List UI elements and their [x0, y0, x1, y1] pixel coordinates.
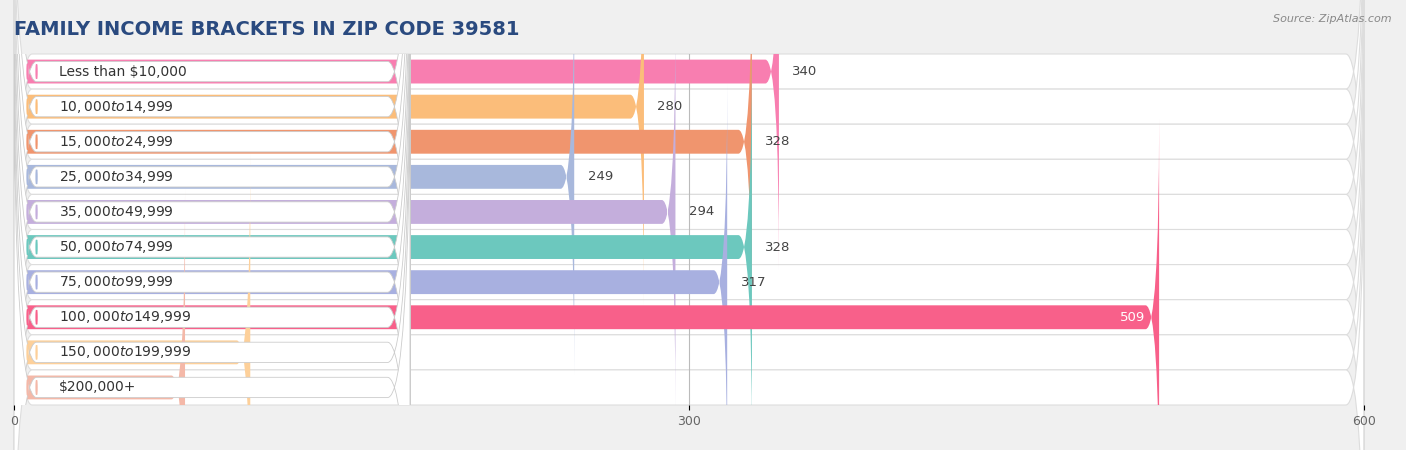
FancyBboxPatch shape — [14, 124, 1364, 450]
Text: 105: 105 — [264, 346, 290, 359]
Text: $100,000 to $149,999: $100,000 to $149,999 — [59, 309, 191, 325]
Text: Less than $10,000: Less than $10,000 — [59, 64, 187, 79]
FancyBboxPatch shape — [14, 0, 411, 450]
Text: $150,000 to $199,999: $150,000 to $199,999 — [59, 344, 191, 360]
FancyBboxPatch shape — [14, 0, 411, 412]
FancyBboxPatch shape — [14, 19, 1364, 450]
Text: $25,000 to $34,999: $25,000 to $34,999 — [59, 169, 174, 185]
Text: FAMILY INCOME BRACKETS IN ZIP CODE 39581: FAMILY INCOME BRACKETS IN ZIP CODE 39581 — [14, 19, 520, 39]
FancyBboxPatch shape — [14, 0, 574, 375]
Text: $10,000 to $14,999: $10,000 to $14,999 — [59, 99, 174, 115]
FancyBboxPatch shape — [14, 0, 411, 450]
FancyBboxPatch shape — [14, 0, 1364, 450]
FancyBboxPatch shape — [14, 0, 1364, 405]
FancyBboxPatch shape — [14, 0, 1364, 440]
FancyBboxPatch shape — [14, 0, 411, 450]
Text: 340: 340 — [793, 65, 818, 78]
Text: $35,000 to $49,999: $35,000 to $49,999 — [59, 204, 174, 220]
Text: 280: 280 — [658, 100, 683, 113]
Text: 294: 294 — [689, 206, 714, 218]
Text: $15,000 to $24,999: $15,000 to $24,999 — [59, 134, 174, 150]
FancyBboxPatch shape — [14, 14, 675, 410]
FancyBboxPatch shape — [14, 12, 411, 450]
FancyBboxPatch shape — [14, 49, 752, 446]
FancyBboxPatch shape — [14, 84, 727, 450]
FancyBboxPatch shape — [14, 0, 1364, 370]
FancyBboxPatch shape — [14, 0, 1364, 335]
FancyBboxPatch shape — [14, 0, 752, 340]
FancyBboxPatch shape — [14, 189, 186, 450]
FancyBboxPatch shape — [14, 0, 411, 450]
FancyBboxPatch shape — [14, 0, 779, 270]
FancyBboxPatch shape — [14, 154, 250, 450]
Text: $75,000 to $99,999: $75,000 to $99,999 — [59, 274, 174, 290]
Text: Source: ZipAtlas.com: Source: ZipAtlas.com — [1274, 14, 1392, 23]
FancyBboxPatch shape — [14, 47, 411, 450]
Text: 328: 328 — [765, 241, 790, 253]
Text: 509: 509 — [1121, 311, 1146, 324]
FancyBboxPatch shape — [14, 0, 1364, 450]
Text: $50,000 to $74,999: $50,000 to $74,999 — [59, 239, 174, 255]
Text: 328: 328 — [765, 135, 790, 148]
Text: 317: 317 — [741, 276, 766, 288]
FancyBboxPatch shape — [14, 0, 411, 450]
FancyBboxPatch shape — [14, 54, 1364, 450]
Text: $200,000+: $200,000+ — [59, 380, 136, 395]
FancyBboxPatch shape — [14, 119, 1159, 450]
FancyBboxPatch shape — [14, 0, 411, 450]
Text: 249: 249 — [588, 171, 613, 183]
FancyBboxPatch shape — [14, 0, 644, 305]
FancyBboxPatch shape — [14, 89, 1364, 450]
Text: 76: 76 — [198, 381, 215, 394]
FancyBboxPatch shape — [14, 0, 411, 447]
